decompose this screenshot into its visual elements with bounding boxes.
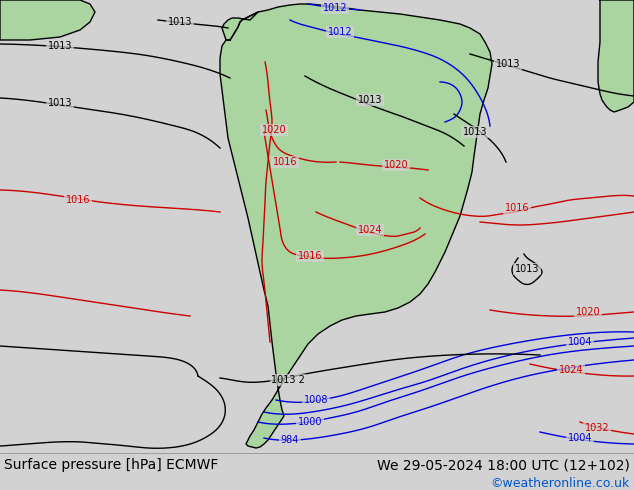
Text: We 29-05-2024 18:00 UTC (12+102): We 29-05-2024 18:00 UTC (12+102) [377, 458, 630, 472]
Text: 1032: 1032 [585, 423, 609, 433]
Text: 1013: 1013 [168, 17, 192, 27]
Text: 1016: 1016 [66, 195, 90, 205]
Text: 1013: 1013 [496, 59, 521, 69]
Text: 1013: 1013 [515, 264, 540, 274]
Text: 1013: 1013 [358, 95, 382, 105]
Polygon shape [598, 0, 634, 112]
Polygon shape [0, 0, 95, 40]
Text: 1013: 1013 [48, 41, 72, 51]
Text: 1004: 1004 [568, 433, 592, 443]
Text: 1016: 1016 [273, 157, 297, 167]
Text: 1004: 1004 [568, 337, 592, 347]
Text: 1020: 1020 [384, 160, 408, 170]
Text: Surface pressure [hPa] ECMWF: Surface pressure [hPa] ECMWF [4, 458, 218, 472]
Text: ©weatheronline.co.uk: ©weatheronline.co.uk [491, 477, 630, 490]
Text: 1008: 1008 [304, 395, 328, 405]
Text: 1012: 1012 [328, 27, 353, 37]
Text: 1013: 1013 [463, 127, 488, 137]
Text: 1013 2: 1013 2 [271, 375, 305, 385]
Text: 1024: 1024 [559, 365, 583, 375]
Text: 984: 984 [281, 435, 299, 445]
Text: 1016: 1016 [298, 251, 322, 261]
Text: 1013: 1013 [48, 98, 72, 108]
Text: 1024: 1024 [358, 225, 382, 235]
Text: 1016: 1016 [505, 203, 529, 213]
Polygon shape [220, 4, 492, 448]
Text: 1020: 1020 [576, 307, 600, 317]
Polygon shape [222, 12, 258, 40]
Text: 1012: 1012 [323, 3, 347, 13]
Text: 1020: 1020 [262, 125, 287, 135]
Text: 1000: 1000 [298, 417, 322, 427]
